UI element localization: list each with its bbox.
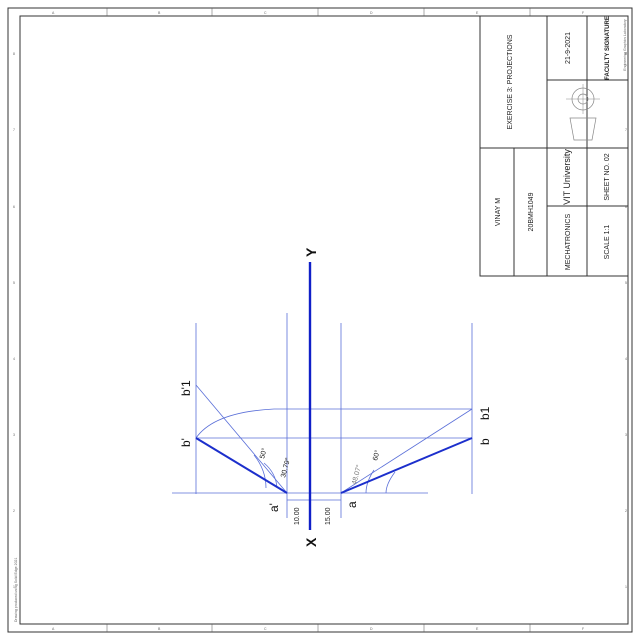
label-b1-prime: b'1 [179, 380, 193, 396]
scale: SCALE 1:1 [604, 225, 611, 260]
lab-name: Engineering Graphics Laboratory [623, 19, 627, 71]
zone-label-bottom: A [52, 627, 55, 631]
angle-50: 50° [258, 447, 269, 459]
zone-markers-left: 8 7 6 5 4 3 2 1 [13, 52, 15, 589]
label-b1: b1 [478, 406, 492, 420]
zone-label-bottom: E [476, 627, 479, 631]
zone-label-side: 5 [625, 281, 627, 285]
sheet-outer-border [7, 7, 633, 633]
projection-lines [172, 313, 473, 518]
label-a: a [345, 501, 359, 508]
zone-label-bottom: C [264, 627, 267, 631]
zone-label-side: 2 [625, 509, 627, 513]
zone-label-side: 7 [13, 128, 15, 132]
label-x: X [303, 537, 319, 547]
zone-label-side: 1 [625, 585, 627, 589]
zone-label-side: 7 [625, 128, 627, 132]
zone-label-side: 3 [625, 433, 627, 437]
dimension-15: 15.00 [325, 507, 332, 525]
zone-label-side: 8 [625, 52, 627, 56]
zone-markers-right: 8 7 6 5 4 3 2 1 [625, 52, 627, 589]
zone-label-bottom: F [582, 627, 584, 631]
sheet-number: SHEET NO. 02 [604, 153, 611, 200]
top-view-line [340, 437, 473, 494]
university-name: VIT University [562, 149, 572, 205]
zone-label-side: 1 [13, 585, 15, 589]
zone-label-bottom: D [370, 627, 373, 631]
dimension-10: 10.00 [294, 507, 301, 525]
zone-markers-top: A B C D E F [52, 8, 584, 16]
zone-label-side: 6 [625, 205, 627, 209]
front-view-line [195, 437, 288, 494]
zone-label-top: E [476, 11, 479, 15]
zone-markers-bottom: A B C D E F [52, 624, 584, 632]
zone-label-side: 4 [13, 357, 15, 361]
zone-label-side: 3 [13, 433, 15, 437]
registration-number: 20BMH1049 [528, 192, 535, 231]
angle-30-79: 30.79° [279, 457, 292, 479]
title-block: EXERCISE 3: PROJECTIONS VINAY M 20BMH104… [479, 15, 629, 277]
zone-label-top: C [264, 11, 267, 15]
label-b: b [478, 438, 492, 445]
zone-label-bottom: B [158, 627, 161, 631]
zone-label-top: D [370, 11, 373, 15]
side-note: Drawing produced using Solid Edge 2021 [14, 558, 18, 622]
department: MECHATRONICS [565, 214, 572, 271]
label-a-prime: a' [267, 503, 281, 512]
student-name: VINAY M [495, 198, 502, 226]
faculty-signature-label: FACULTY SIGNATURE [605, 16, 611, 80]
exercise-title: EXERCISE 3: PROJECTIONS [507, 34, 514, 129]
zone-label-side: 8 [13, 52, 15, 56]
zone-label-side: 2 [13, 509, 15, 513]
zone-label-side: 5 [13, 281, 15, 285]
sheet-inner-border [19, 15, 629, 625]
zone-label-side: 4 [625, 357, 627, 361]
zone-label-side: 6 [13, 205, 15, 209]
angle-60: 60° [371, 449, 382, 461]
label-y: Y [303, 247, 319, 257]
date: 21-9-2021 [565, 32, 572, 64]
label-b-prime: b' [179, 438, 193, 447]
zone-label-top: B [158, 11, 161, 15]
zone-label-top: A [52, 11, 55, 15]
zone-label-top: F [582, 11, 584, 15]
projection-symbol-icon [566, 84, 600, 141]
angle-48-07: 48.07° [350, 464, 363, 486]
